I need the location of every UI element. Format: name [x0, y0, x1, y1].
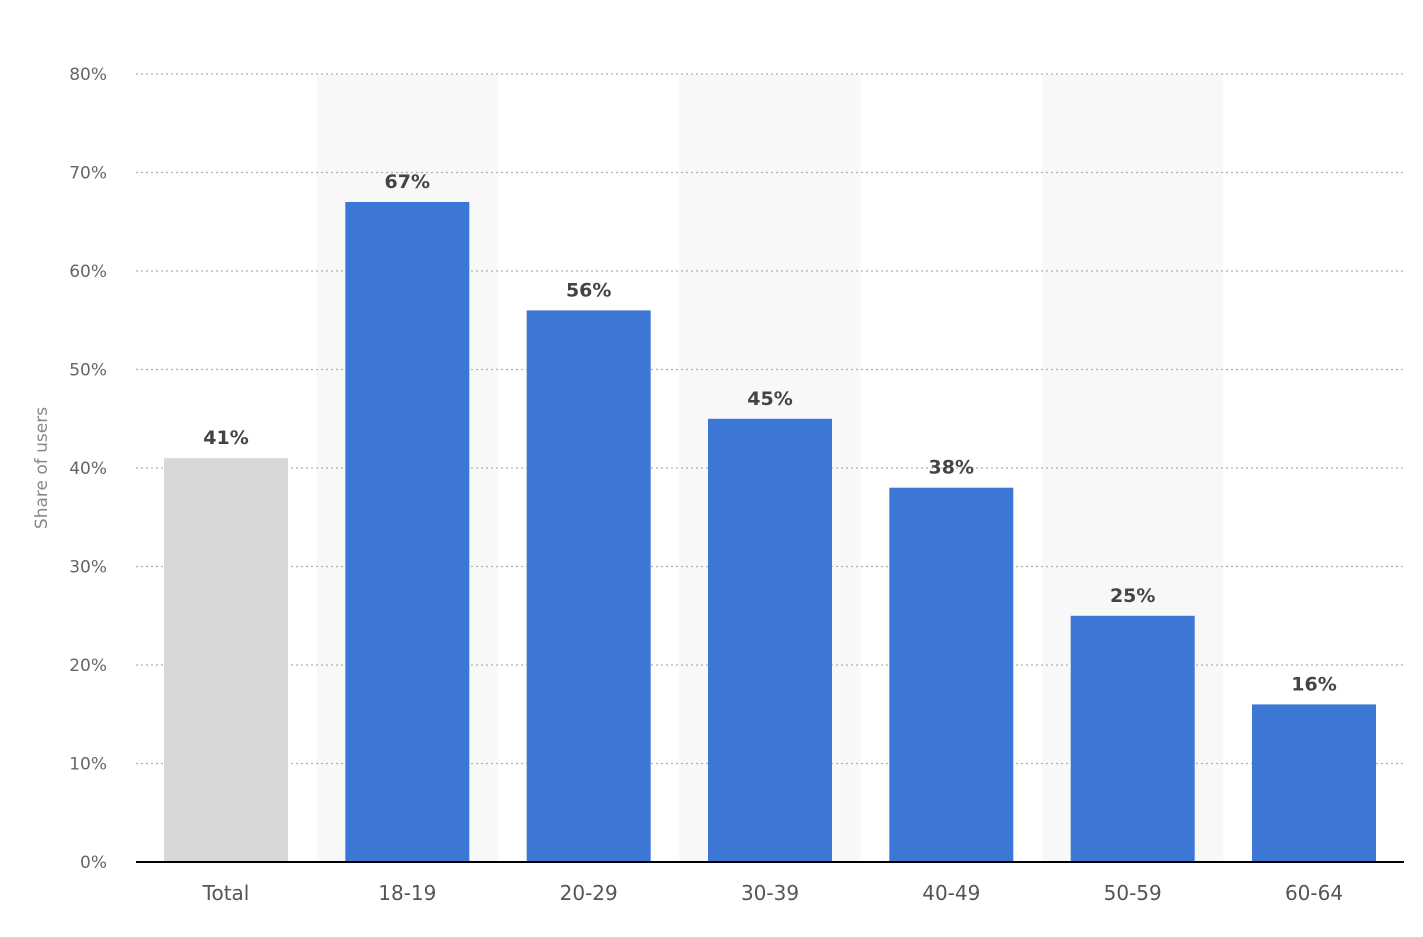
y-tick-50: 50%: [69, 361, 107, 381]
bar-30-39: [708, 418, 832, 863]
y-tick-0: 0%: [80, 853, 107, 873]
y-tick-10: 10%: [69, 755, 107, 775]
y-tick-20: 20%: [69, 656, 107, 676]
value-label-50-59: 25%: [1110, 585, 1155, 607]
x-label-Total: Total: [202, 881, 250, 905]
bar-20-29: [526, 310, 651, 862]
y-tick-80: 80%: [69, 65, 107, 85]
x-label-50-59: 50-59: [1104, 881, 1162, 905]
x-label-30-39: 30-39: [741, 881, 799, 905]
value-label-Total: 41%: [203, 427, 248, 449]
value-label-40-49: 38%: [929, 457, 974, 479]
bars: [164, 202, 1376, 863]
y-axis-title: Share of users: [32, 407, 52, 529]
bar-60-64: [1252, 704, 1376, 862]
x-label-18-19: 18-19: [378, 881, 436, 905]
value-label-18-19: 67%: [385, 171, 430, 193]
x-label-40-49: 40-49: [922, 881, 980, 905]
value-label-20-29: 56%: [566, 279, 611, 301]
value-label-30-39: 45%: [747, 388, 792, 410]
y-tick-60: 60%: [69, 262, 107, 282]
bar-40-49: [889, 487, 1014, 862]
bar-50-59: [1070, 615, 1195, 863]
value-labels: 41% 67% 56% 45% 38% 25% 16%: [203, 171, 1336, 695]
value-label-60-64: 16%: [1291, 673, 1336, 695]
x-label-20-29: 20-29: [560, 881, 618, 905]
bar-Total: [164, 458, 288, 862]
x-label-60-64: 60-64: [1285, 881, 1343, 905]
y-tick-70: 70%: [69, 164, 107, 184]
x-axis-labels: Total 18-19 20-29 30-39 40-49 50-59 60-64: [202, 881, 1343, 905]
y-axis-ticks: 0% 10% 20% 30% 40% 50% 60% 70% 80%: [69, 65, 107, 873]
y-tick-40: 40%: [69, 459, 107, 479]
bar-18-19: [345, 202, 470, 862]
y-tick-30: 30%: [69, 558, 107, 578]
